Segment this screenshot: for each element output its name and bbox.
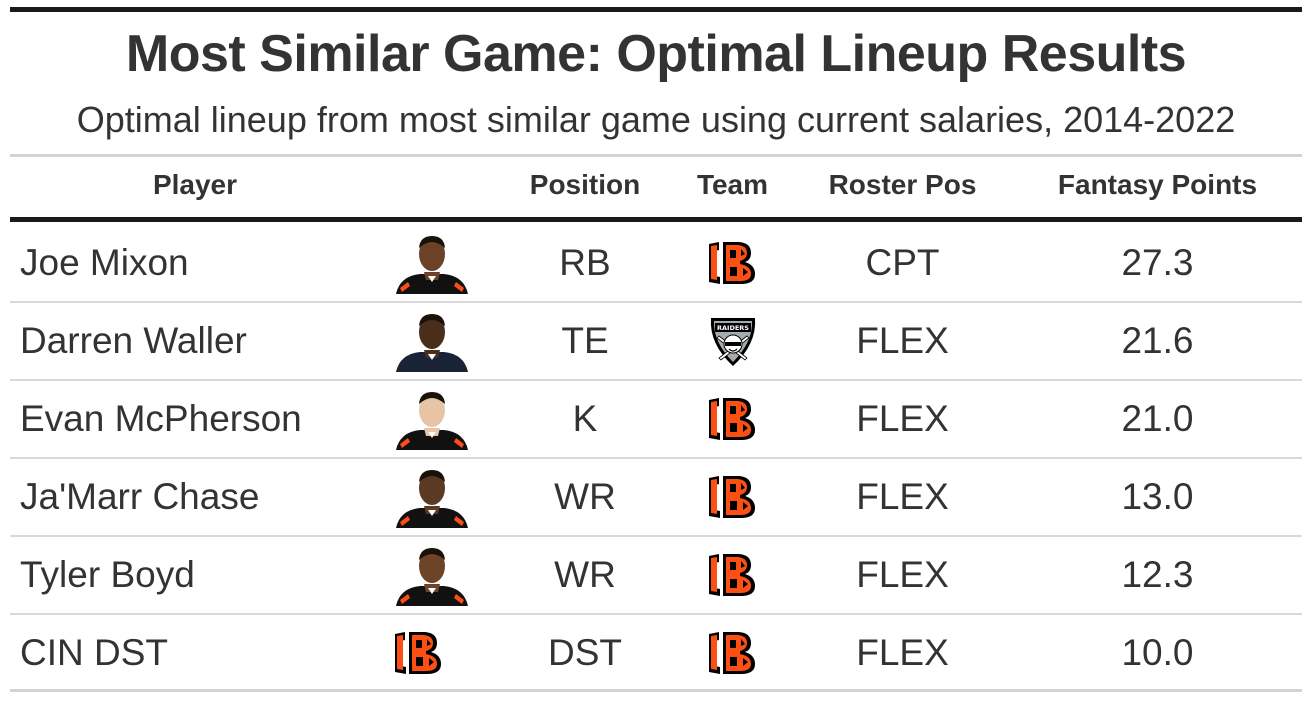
row-divider — [10, 535, 1302, 537]
position-value: RB — [559, 242, 611, 283]
fantasy-points-value: 21.6 — [1121, 320, 1194, 361]
row-divider — [10, 457, 1302, 459]
page-subtitle: Optimal lineup from most similar game us… — [76, 99, 1236, 140]
player-name: Darren Waller — [20, 320, 247, 361]
player-headshot-icon — [392, 388, 472, 450]
page-title: Most Similar Game: Optimal Lineup Result… — [125, 25, 1187, 83]
player-headshot-icon — [392, 310, 472, 372]
player-name: CIN DST — [20, 632, 168, 673]
fantasy-points-value: 12.3 — [1121, 554, 1194, 595]
row-divider — [10, 379, 1302, 381]
header-bottom-rule — [10, 217, 1302, 222]
fantasy-points-value: 27.3 — [1121, 242, 1194, 283]
player-headshot-icon — [392, 544, 472, 606]
cincinnati-bengals-logo-icon — [705, 392, 761, 446]
position-value: DST — [548, 632, 622, 673]
cincinnati-bengals-logo-icon — [705, 626, 761, 680]
column-header-player: Player — [152, 169, 238, 200]
top-rule — [10, 7, 1302, 12]
player-headshot-icon — [392, 232, 472, 294]
player-name: Tyler Boyd — [20, 554, 195, 595]
position-value: TE — [561, 320, 609, 361]
roster-pos-value: FLEX — [856, 320, 949, 361]
svg-text:RAIDERS: RAIDERS — [717, 324, 749, 332]
roster-pos-value: FLEX — [856, 476, 949, 517]
table-row: Ja'Marr Chase WR FLEX 13.0 — [10, 458, 1302, 536]
fantasy-points-value: 10.0 — [1121, 632, 1194, 673]
column-header-fantasy-points: Fantasy Points — [1057, 169, 1258, 200]
row-divider — [10, 613, 1302, 615]
player-name: Joe Mixon — [20, 242, 189, 283]
fantasy-points-value: 13.0 — [1121, 476, 1194, 517]
position-value: WR — [554, 554, 616, 595]
row-divider — [10, 301, 1302, 303]
roster-pos-value: FLEX — [856, 398, 949, 439]
roster-pos-value: FLEX — [856, 632, 949, 673]
roster-pos-value: CPT — [865, 242, 940, 283]
table-row: CIN DST DST FLEX 10.0 — [10, 614, 1302, 692]
cincinnati-bengals-logo-icon — [391, 626, 447, 680]
las-vegas-raiders-logo-icon: RAIDERS — [705, 314, 761, 368]
table-row: Evan McPherson K FLEX 21.0 — [10, 380, 1302, 458]
cincinnati-bengals-logo-icon — [705, 236, 761, 290]
table-row: Joe Mixon RB CPT 27.3 — [10, 224, 1302, 302]
player-name: Evan McPherson — [20, 398, 302, 439]
player-name: Ja'Marr Chase — [20, 476, 260, 517]
cincinnati-bengals-logo-icon — [705, 470, 761, 524]
header-top-rule — [10, 154, 1302, 157]
table-row: Tyler Boyd WR FLEX 12.3 — [10, 536, 1302, 614]
fantasy-points-value: 21.0 — [1121, 398, 1194, 439]
position-value: K — [572, 398, 598, 439]
player-headshot-icon — [392, 466, 472, 528]
table-bottom-rule — [10, 689, 1302, 692]
column-header-position: Position — [529, 169, 641, 200]
position-value: WR — [554, 476, 616, 517]
column-header-team: Team — [696, 169, 769, 200]
table-row: Darren Waller TE FLEX 21.6 RAIDERS — [10, 302, 1302, 380]
roster-pos-value: FLEX — [856, 554, 949, 595]
cincinnati-bengals-logo-icon — [705, 548, 761, 602]
column-header-roster-pos: Roster Pos — [828, 169, 977, 200]
